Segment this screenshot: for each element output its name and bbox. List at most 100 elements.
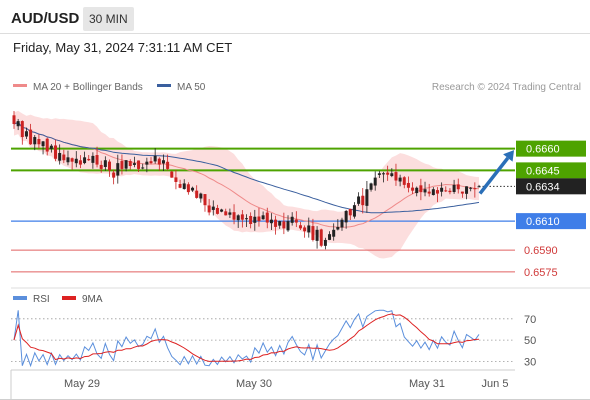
candle-body [456,184,460,190]
timeframe-button[interactable]: 30 MIN [83,7,134,31]
legend-label: MA 50 [177,82,206,93]
candle-body [29,129,33,145]
level-tag-0.6610 [516,213,586,230]
candle-body [45,138,49,152]
candle-body [278,221,282,226]
candle-body [423,189,427,193]
candle-body [49,145,53,149]
candle-body [265,212,269,223]
ma20-line [13,121,480,228]
candle-body [141,167,145,169]
candle-body [74,158,78,164]
candle-body [319,229,323,246]
candle-body [99,164,103,169]
candle-body [460,191,464,194]
level-label-0.6660: 0.6660 [526,144,560,156]
candle-body [382,173,386,175]
candle-body [307,225,311,233]
candle-body [406,182,410,188]
candle-body [369,183,373,190]
candle-body [386,172,390,175]
candle-body [83,157,87,164]
candle-body [78,160,82,165]
candle-body [128,161,132,167]
candle-body [448,190,452,193]
candle-body [394,172,398,181]
level-tag-0.6645 [516,162,586,179]
candle-body [245,218,248,220]
candle-body [191,187,195,191]
candle-body [37,139,41,145]
x-tick-label: May 29 [64,378,100,390]
candle-body [203,194,207,206]
candle-body [240,214,244,220]
candle-body [224,211,228,216]
candle-body [253,216,257,223]
candle-body [419,185,423,193]
candle-body [145,161,149,165]
candle-body [398,177,402,182]
candle-body [303,227,307,232]
candle-body [149,161,153,164]
candle-body [24,131,28,137]
candle-body [411,187,415,191]
candle-body [294,219,298,223]
candle-body [323,239,327,246]
candle-body [290,216,294,223]
candle-body [444,190,448,192]
candle-body [402,177,406,185]
candle-body [465,186,469,194]
candle-body [91,155,95,163]
forecast-arrow-head [503,150,514,162]
candle-body [352,205,356,217]
candle-body [66,157,70,163]
rsi-legend-swatch [62,296,76,300]
candle-body [361,195,365,206]
candle-body [435,190,439,194]
rsi-ma-line [13,313,480,362]
candle-body [137,160,141,169]
candle-body [286,221,290,231]
level-label-0.6575: 0.6575 [524,267,558,279]
x-tick-label: Jun 5 [482,378,509,390]
candle-body [440,187,444,192]
candle-body [261,215,265,220]
candle-body [195,190,199,198]
rsi-tick-50: 50 [524,335,536,347]
bollinger-band [14,110,479,259]
rsi-tick-30: 30 [524,356,536,368]
candle-body [232,212,236,220]
ma50-line [13,121,480,214]
candle-body [477,186,481,188]
candle-body [166,161,170,169]
candle-body [365,189,369,206]
level-label-0.6634: 0.6634 [526,181,560,193]
rsi-line [13,309,480,368]
candle-body [427,191,431,194]
candle-body [170,171,174,178]
candle-body [373,177,377,186]
rsi-legend-label: 9MA [82,294,103,305]
candle-body [174,177,178,182]
candle-body [112,172,116,178]
candle-body [211,206,215,210]
candle-body [269,219,273,224]
x-tick-label: May 31 [409,378,445,390]
candle-body [107,161,111,171]
candle-body [377,173,381,175]
forecast-arrow [478,156,510,195]
symbol-title: AUD/USD [11,10,80,27]
candle-body [178,184,182,188]
candle-body [249,215,253,225]
candle-body [236,215,240,221]
candle-body [95,155,99,165]
candle-body [298,225,302,229]
candle-body [344,210,348,223]
level-tag-0.6660 [516,140,586,157]
candle-body [228,212,232,215]
candle-body [16,121,20,127]
candle-body [311,226,315,240]
candle-body [87,158,91,161]
